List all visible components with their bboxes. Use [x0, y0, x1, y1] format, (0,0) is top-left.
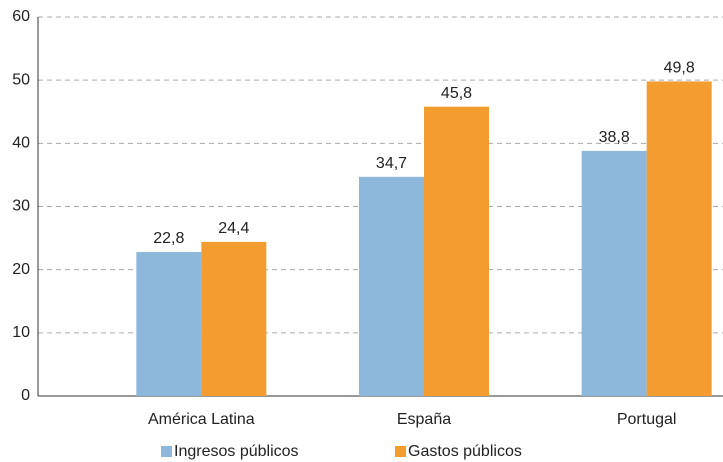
x-tick-label: Portugal	[617, 411, 677, 428]
bar	[359, 176, 424, 396]
y-tick-label: 50	[12, 71, 30, 88]
x-tick-label: América Latina	[148, 411, 255, 428]
y-tick-label: 10	[12, 324, 30, 341]
y-tick-label: 0	[21, 387, 30, 404]
value-label: 34,7	[376, 155, 407, 172]
y-tick-label: 60	[12, 8, 30, 25]
bar	[646, 81, 712, 397]
legend-label: Gastos públicos	[408, 443, 522, 460]
value-label: 45,8	[441, 85, 472, 102]
y-tick-label: 20	[12, 261, 30, 278]
legend-swatch	[395, 446, 406, 457]
bar	[424, 106, 489, 397]
legend-label: Ingresos públicos	[174, 443, 299, 460]
x-tick-label: España	[397, 411, 451, 428]
y-tick-label: 40	[12, 135, 30, 152]
bar	[136, 251, 202, 396]
legend-swatch	[161, 446, 172, 457]
bar	[581, 150, 647, 396]
value-label: 22,8	[153, 230, 184, 247]
value-label: 49,8	[664, 60, 695, 77]
bar	[201, 241, 267, 396]
value-label: 24,4	[218, 220, 249, 237]
value-label: 38,8	[599, 129, 630, 146]
y-tick-label: 30	[12, 198, 30, 215]
